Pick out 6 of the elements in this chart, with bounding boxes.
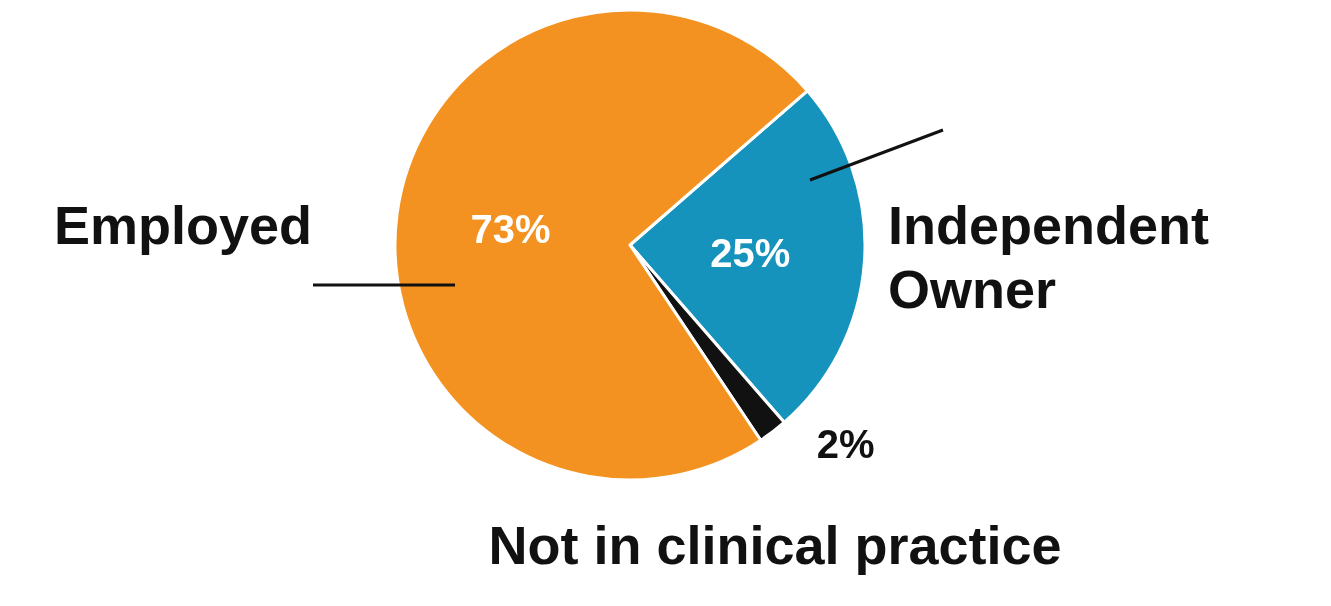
data-label: 25% [710, 231, 791, 276]
slice-label: Not in clinical practice [488, 515, 1062, 575]
slice-label: Employed [53, 195, 313, 255]
data-label: 2% [816, 421, 875, 466]
slice-label: Independent Owner [888, 195, 1224, 319]
data-label: 73% [470, 207, 551, 252]
